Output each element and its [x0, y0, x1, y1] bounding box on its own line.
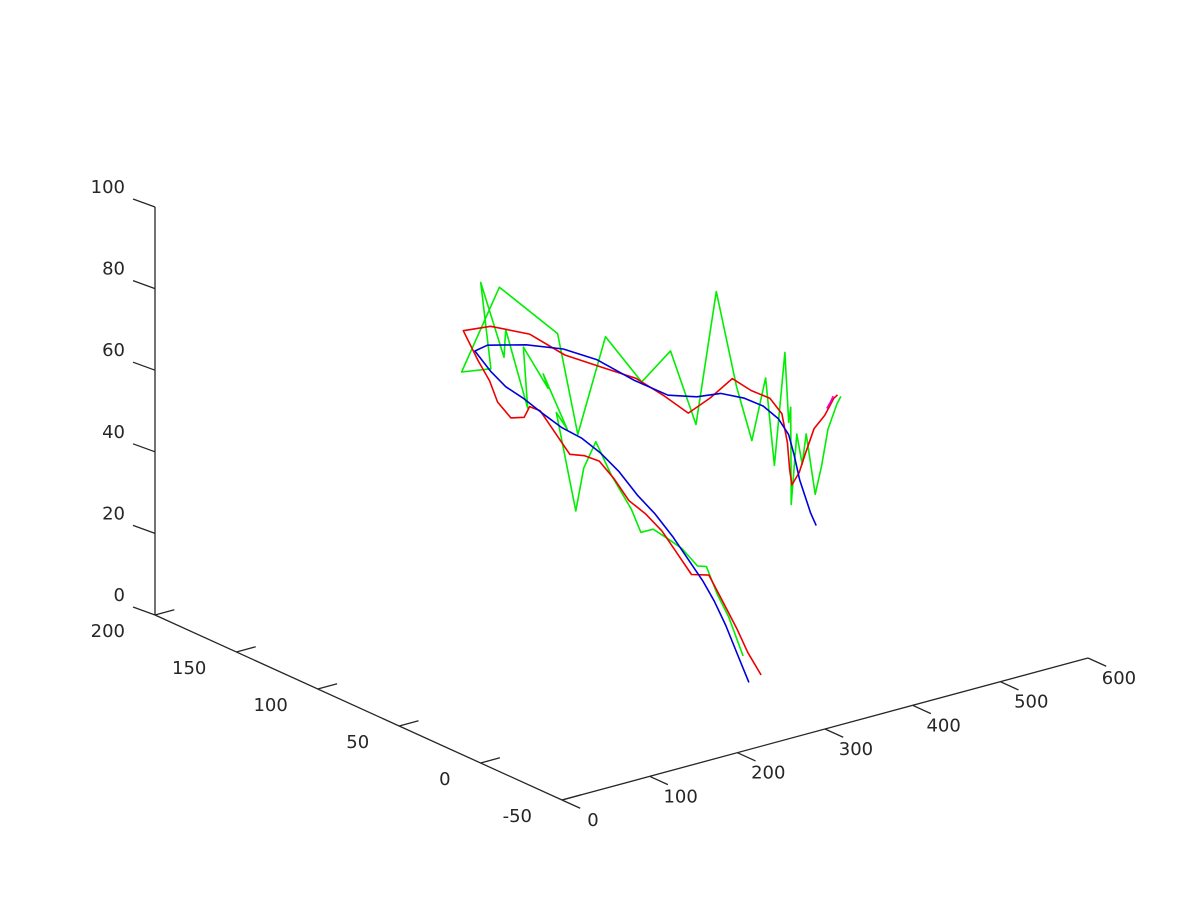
z-tick	[132, 279, 156, 290]
series-line-2	[462, 325, 839, 676]
x-tick	[561, 799, 581, 809]
y-axis-line	[154, 614, 563, 801]
y-tick	[480, 757, 501, 764]
series-line-4	[826, 395, 834, 409]
x-tick	[1000, 681, 1019, 691]
z-tick	[132, 606, 156, 616]
y-tick	[561, 794, 582, 801]
x-tick-label: 400	[926, 715, 960, 736]
z-tick	[132, 524, 156, 535]
x-tick	[649, 775, 669, 786]
x-tick-label: 500	[1014, 692, 1048, 713]
axes-box	[154, 207, 1089, 801]
z-tick-label: 0	[114, 585, 125, 606]
z-tick	[132, 198, 156, 208]
axis-ticks	[132, 198, 1107, 809]
x-tick-label: 100	[663, 786, 697, 807]
series-line-1	[460, 281, 842, 657]
data-series	[460, 281, 842, 683]
z-tick-label: 20	[102, 503, 125, 524]
tick-labels: 0 100 200 300 400 500 600 -50 0 50 100 150 200 0 20 40 6…	[91, 177, 1136, 831]
y-tick	[154, 609, 175, 616]
y-tick	[317, 683, 338, 690]
z-tick	[132, 361, 156, 371]
z-tick-label: 100	[91, 177, 125, 198]
z-tick	[132, 443, 156, 453]
y-tick-label: 200	[91, 621, 125, 642]
y-tick-label: 100	[253, 695, 287, 716]
z-tick-label: 40	[102, 422, 125, 443]
y-tick-label: 150	[172, 658, 206, 679]
y-tick-label: -50	[503, 806, 532, 827]
x-tick	[912, 704, 932, 715]
y-tick	[236, 646, 256, 653]
x-tick-label: 200	[751, 763, 785, 784]
z-tick-label: 60	[102, 340, 125, 361]
y-tick-label: 50	[346, 732, 369, 753]
x-tick-label: 300	[839, 739, 873, 760]
y-tick-label: 0	[439, 769, 450, 790]
x-tick	[737, 752, 756, 762]
z-tick-label: 80	[102, 259, 125, 280]
x-tick	[824, 728, 844, 738]
x-tick-label: 600	[1102, 668, 1136, 689]
y-tick	[399, 720, 419, 727]
x-tick-label: 0	[587, 810, 598, 831]
series-line-3	[474, 343, 817, 683]
x-tick	[1087, 657, 1107, 667]
